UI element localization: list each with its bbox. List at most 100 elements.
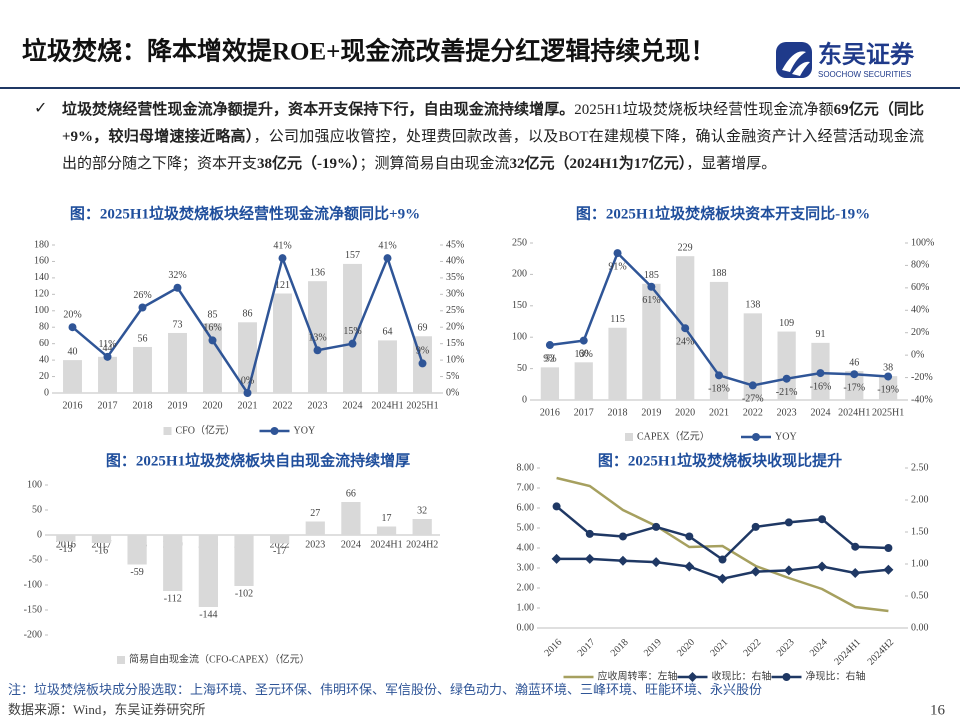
line-marker xyxy=(579,336,588,345)
line-value-label: -17% xyxy=(843,383,865,394)
line-value-label: 26% xyxy=(133,290,151,301)
y-tick-label: -150 xyxy=(24,604,42,615)
bar-value-label: -16 xyxy=(95,545,108,556)
line-marker xyxy=(348,339,357,348)
x-tick-label: 2019 xyxy=(642,637,664,659)
line-marker xyxy=(884,372,893,381)
y-tick-label: -40% xyxy=(911,394,933,405)
line-marker xyxy=(816,369,825,378)
x-tick-label: 2017 xyxy=(98,400,118,411)
bar xyxy=(63,360,82,393)
footer-source: 数据来源：Wind，东吴证券研究所 xyxy=(8,702,205,717)
line-marker xyxy=(103,352,112,361)
x-tick-label: 2024H1 xyxy=(838,407,870,418)
line-marker xyxy=(418,359,427,368)
x-tick-label: 2019 xyxy=(641,407,661,418)
legend-label: 净现比：右轴 xyxy=(806,669,866,682)
y-tick-label: 25% xyxy=(446,305,464,316)
x-tick-label: 2024H1 xyxy=(371,400,403,411)
y-tick-label: 3.00 xyxy=(517,562,535,573)
y-tick-label: 150 xyxy=(512,300,527,311)
x-tick-label: 2024H2 xyxy=(406,539,438,550)
line-marker xyxy=(850,567,861,578)
x-tick-label: 2022 xyxy=(743,407,763,418)
y-tick-label: 100 xyxy=(27,479,42,490)
line-value-label: 9% xyxy=(543,353,556,364)
x-tick-label: 2023 xyxy=(305,539,325,550)
line-marker xyxy=(138,303,147,312)
y-tick-label: 30% xyxy=(446,289,464,300)
y-tick-label: 40% xyxy=(911,305,929,316)
y-tick-label: 80% xyxy=(911,260,929,271)
bar-value-label: 17 xyxy=(382,513,392,524)
logo-icon xyxy=(776,42,812,78)
bar-value-label: -112 xyxy=(164,593,182,604)
legend-marker xyxy=(687,672,698,682)
y-tick-label: 45% xyxy=(446,239,464,250)
bar-value-label: 44 xyxy=(103,343,113,354)
line-marker xyxy=(851,542,860,551)
line-value-label: -21% xyxy=(776,387,798,398)
x-tick-label: 2016 xyxy=(542,637,564,659)
y-tick-label: 5% xyxy=(446,371,459,382)
line-value-label: 15% xyxy=(343,326,361,337)
x-tick-label: 2020 xyxy=(675,407,695,418)
summary-segment: ，显著增厚。 xyxy=(686,156,777,172)
bar xyxy=(777,331,796,400)
bar-value-label: 32 xyxy=(417,505,427,516)
bar-value-label: 46 xyxy=(849,357,859,368)
line-value-label: 41% xyxy=(378,240,396,251)
y-tick-label: -20% xyxy=(911,372,933,383)
y-tick-label: 0 xyxy=(37,529,42,540)
line-value-label: -18% xyxy=(708,384,730,395)
y-tick-label: 10% xyxy=(446,354,464,365)
page-number: 16 xyxy=(930,702,946,718)
x-tick-label: 2017 xyxy=(574,407,594,418)
y-tick-label: 0.00 xyxy=(517,622,535,633)
x-tick-label: 2023 xyxy=(777,407,797,418)
y-tick-label: 200 xyxy=(512,269,527,280)
line-value-label: 13% xyxy=(308,333,326,344)
x-tick-label: 2016 xyxy=(63,400,83,411)
bar-value-label: 121 xyxy=(275,280,290,291)
summary-segment: 2025H1垃圾焚烧板块经营性现金流净额 xyxy=(574,102,834,118)
line-marker xyxy=(278,254,287,263)
x-tick-label: 2021 xyxy=(708,637,730,659)
bar-value-label: -17 xyxy=(273,546,286,557)
line-marker xyxy=(585,529,594,538)
line-marker xyxy=(784,518,793,527)
y-tick-label: 0 xyxy=(522,394,527,405)
y-tick-label: 180 xyxy=(34,239,49,250)
y-tick-label: 120 xyxy=(34,289,49,300)
y-tick-label: -50 xyxy=(29,554,42,565)
legend-label: YOY xyxy=(775,431,797,442)
y-tick-label: 15% xyxy=(446,338,464,349)
bar xyxy=(163,535,183,591)
line-marker xyxy=(617,555,628,566)
slide-title: 垃圾焚烧：降本增效提ROE+现金流改善提分红逻辑持续兑现！ xyxy=(22,37,715,66)
x-tick-label: 2021 xyxy=(709,407,729,418)
y-tick-label: 0.50 xyxy=(911,590,929,601)
bar-value-label: 40 xyxy=(68,346,78,357)
line-marker xyxy=(552,502,561,511)
x-tick-label: 2023 xyxy=(775,637,797,659)
line-marker xyxy=(750,566,761,577)
line-value-label: -27% xyxy=(742,394,764,405)
x-tick-label: 2024 xyxy=(341,539,361,550)
bar xyxy=(845,371,864,400)
x-tick-label: 2017 xyxy=(576,637,598,659)
x-tick-label: 2021 xyxy=(238,400,258,411)
summary-segment: 69亿元（同比+9%，较归母增速接近略高） xyxy=(62,102,924,145)
bar-value-label: 115 xyxy=(610,314,625,325)
bar xyxy=(98,356,117,393)
x-tick-label: 2020 xyxy=(675,637,697,659)
bar-value-label: 64 xyxy=(383,327,393,338)
y-tick-label: 140 xyxy=(34,272,49,283)
bar xyxy=(168,332,187,393)
logo-subtitle: SOOCHOW SECURITIES xyxy=(818,70,911,79)
y-tick-label: 2.00 xyxy=(517,582,535,593)
bar xyxy=(341,502,361,535)
line-marker xyxy=(718,555,727,564)
y-tick-label: 100% xyxy=(911,237,934,248)
y-tick-label: 60% xyxy=(911,282,929,293)
